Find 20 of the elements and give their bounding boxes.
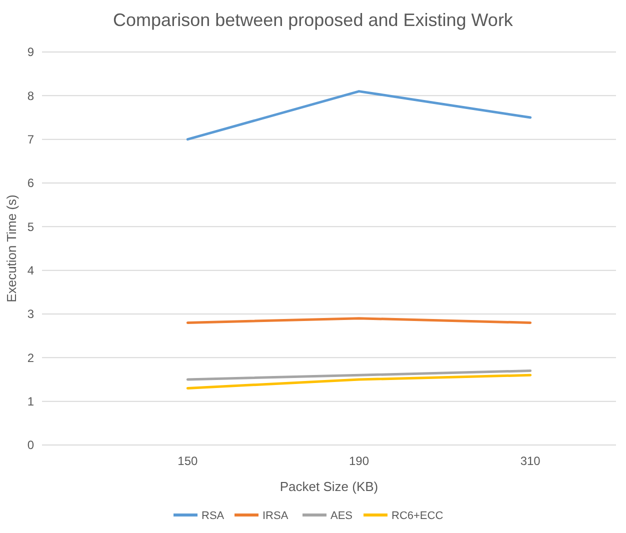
y-tick-label: 0 <box>27 438 34 452</box>
y-axis-title: Execution Time (s) <box>4 194 19 302</box>
x-axis-title: Packet Size (KB) <box>280 479 378 494</box>
y-tick-label: 8 <box>27 88 34 103</box>
y-tick-label: 2 <box>27 350 34 365</box>
y-tick-label: 5 <box>27 220 34 234</box>
legend-label: RSA <box>202 510 225 522</box>
y-tick-label: 9 <box>27 45 34 60</box>
y-tick-label: 7 <box>27 132 34 147</box>
x-tick-label: 310 <box>520 454 541 468</box>
y-tick-label: 3 <box>27 307 34 322</box>
legend-label: IRSA <box>262 510 289 522</box>
x-tick-label: 190 <box>348 454 370 468</box>
y-tick-label: 4 <box>27 264 34 278</box>
legend-label: AES <box>330 510 353 522</box>
y-tick-label: 6 <box>27 176 34 190</box>
y-tick-label: 1 <box>27 394 34 409</box>
legend-label: RC6+ECC <box>392 510 444 522</box>
x-tick-label: 150 <box>178 454 198 468</box>
chart-title: Comparison between proposed and Existing Work <box>113 10 514 30</box>
